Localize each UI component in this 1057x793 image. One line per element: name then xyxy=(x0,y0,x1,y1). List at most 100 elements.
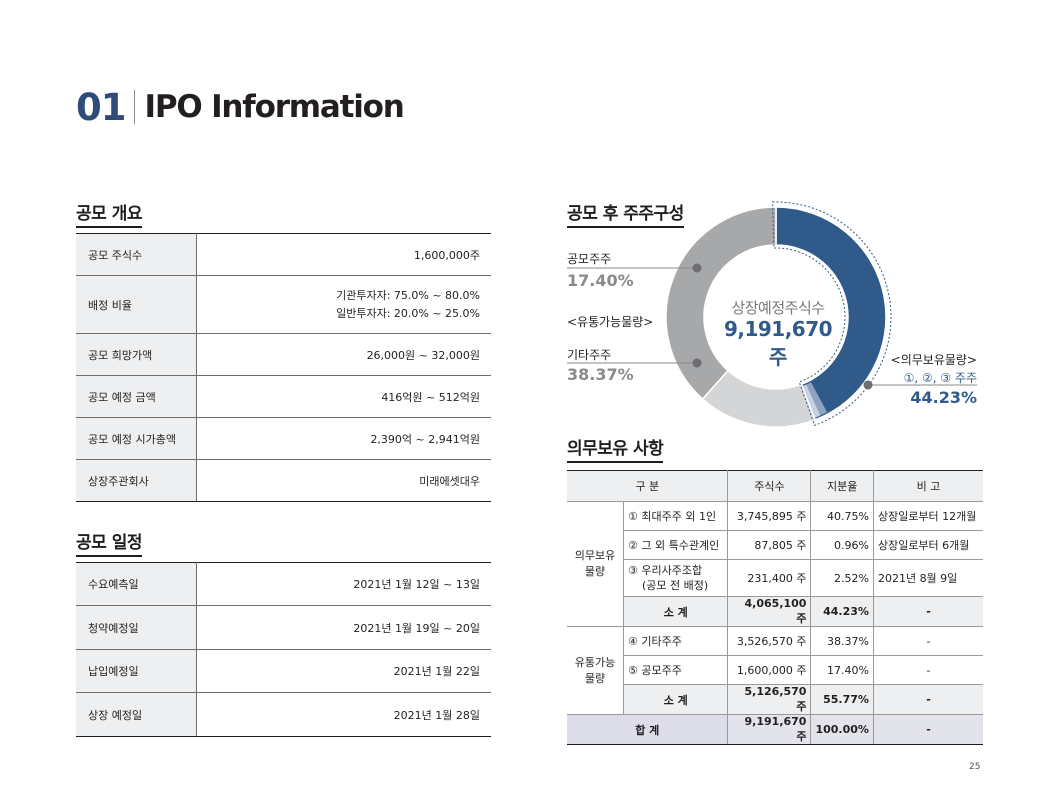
section-number: 01 xyxy=(76,85,126,129)
name-line: ③ 우리사주조합 xyxy=(628,564,703,577)
row-value: 2021년 1월 12일 ~ 13일 xyxy=(196,562,491,606)
row-name: ④ 기타주주 xyxy=(622,626,729,656)
group-line: 물량 xyxy=(584,565,606,578)
row-shares: 1,600,000 주 xyxy=(727,655,812,685)
table-row: 상장 예정일 2021년 1월 28일 xyxy=(76,692,491,737)
title-divider xyxy=(133,90,135,124)
lockup-title: 의무보유 사항 xyxy=(567,438,664,463)
value-line: 일반투자자: 20.0% ~ 25.0% xyxy=(336,306,480,320)
row-name: 소 계 xyxy=(623,684,729,715)
table-row: ② 그 외 특수관계인 87,805 주 0.96% 상장일로부터 6개월 xyxy=(567,530,983,560)
table-row: 유통가능 물량 ④ 기타주주 3,526,570 주 38.37% - xyxy=(567,626,983,715)
row-pct: 44.23% xyxy=(810,596,874,627)
table-row: 공모 희망가액 26,000원 ~ 32,000원 xyxy=(76,333,491,376)
row-label: 납입예정일 xyxy=(76,649,197,693)
table-row: 납입예정일 2021년 1월 22일 xyxy=(76,649,491,693)
page-title: IPO Information xyxy=(144,89,405,125)
row-shares: 231,400 주 xyxy=(727,559,812,597)
name-line: (공모 전 배정) xyxy=(642,579,709,592)
header-shares: 주식수 xyxy=(727,470,812,502)
table-row: 청약예정일 2021년 1월 19일 ~ 20일 xyxy=(76,605,491,650)
row-shares: 87,805 주 xyxy=(727,530,812,560)
table-row: 배정 비율 기관투자자: 75.0% ~ 80.0% 일반투자자: 20.0% … xyxy=(76,275,491,334)
row-label: 상장주관회사 xyxy=(76,459,197,502)
schedule-table: 수요예측일 2021년 1월 12일 ~ 13일 청약예정일 2021년 1월 … xyxy=(76,562,491,737)
group-cell-lockup: 의무보유 물량 xyxy=(567,501,624,627)
row-note: - xyxy=(872,596,983,627)
table-row: ③ 우리사주조합 (공모 전 배정) 231,400 주 2.52% 2021년… xyxy=(567,559,983,597)
table-row: 의무보유 물량 ① 최대주주 외 1인 3,745,895 주 40.75% 상… xyxy=(567,501,983,627)
lock-pct: 44.23% xyxy=(910,388,977,407)
row-value: 1,600,000주 xyxy=(196,233,491,276)
row-pct: 40.75% xyxy=(810,501,874,531)
row-value: 미래에셋대우 xyxy=(196,459,491,502)
subtotal-row: 소 계 4,065,100 주 44.23% - xyxy=(567,596,983,627)
row-pct: 17.40% xyxy=(810,655,874,685)
subtotal-row: 소 계 5,126,570 주 55.77% - xyxy=(567,684,983,715)
row-label: 공모 주식수 xyxy=(76,233,197,276)
overview-title: 공모 개요 xyxy=(76,203,142,228)
group-line: 의무보유 xyxy=(574,549,616,562)
other-pct: 38.37% xyxy=(567,365,634,384)
donut-slice-other xyxy=(665,206,777,400)
group-line: 유통가능 xyxy=(574,655,616,669)
center-value: 9,191,670 주 xyxy=(723,317,833,369)
row-label: 공모 예정 시가총액 xyxy=(76,417,197,460)
row-pct: 100.00% xyxy=(810,714,874,745)
table-row: 상장주관회사 미래에셋대우 xyxy=(76,459,491,502)
row-label: 수요예측일 xyxy=(76,562,197,606)
total-row: 합 계 9,191,670 주 100.00% - xyxy=(567,714,983,745)
lock-name: ①, ②, ③ 주주 xyxy=(903,371,977,385)
row-name: ③ 우리사주조합 (공모 전 배정) xyxy=(623,559,729,597)
row-label: 상장 예정일 xyxy=(76,692,197,737)
row-note: - xyxy=(872,626,983,656)
header-category: 구 분 xyxy=(567,470,729,502)
chart-title: 공모 후 주주구성 xyxy=(567,203,684,228)
row-shares: 3,745,895 주 xyxy=(727,501,812,531)
row-pct: 2.52% xyxy=(810,559,874,597)
row-note: 상장일로부터 12개월 xyxy=(872,501,983,531)
row-value: 2021년 1월 28일 xyxy=(196,692,491,737)
row-label: 청약예정일 xyxy=(76,605,197,650)
header-pct: 지분율 xyxy=(810,470,874,502)
row-value: 기관투자자: 75.0% ~ 80.0% 일반투자자: 20.0% ~ 25.0… xyxy=(196,275,491,334)
row-shares: 4,065,100 주 xyxy=(727,596,812,627)
row-value: 26,000원 ~ 32,000원 xyxy=(196,333,491,376)
row-name: 소 계 xyxy=(623,596,729,627)
row-pct: 38.37% xyxy=(810,626,874,656)
row-value: 2021년 1월 22일 xyxy=(196,649,491,693)
group-line: 물량 xyxy=(584,671,606,685)
public-pct: 17.40% xyxy=(567,271,634,290)
row-label: 배정 비율 xyxy=(76,275,197,334)
table-row: 공모 주식수 1,600,000주 xyxy=(76,233,491,276)
value-line: 기관투자자: 75.0% ~ 80.0% xyxy=(336,288,480,302)
row-shares: 5,126,570 주 xyxy=(727,684,812,715)
table-row: 공모 예정 시가총액 2,390억 ~ 2,941억원 xyxy=(76,417,491,460)
row-value: 416억원 ~ 512억원 xyxy=(196,375,491,418)
row-pct: 0.96% xyxy=(810,530,874,560)
public-label: 공모주주 xyxy=(567,252,612,266)
lock-group-label: <의무보유물량> xyxy=(890,353,977,367)
table-row: ⑤ 공모주주 1,600,000 주 17.40% - xyxy=(567,655,983,685)
row-value: 2021년 1월 19일 ~ 20일 xyxy=(196,605,491,650)
row-note: - xyxy=(872,655,983,685)
row-shares: 9,191,670 주 xyxy=(727,714,812,745)
row-name: 합 계 xyxy=(567,714,729,745)
table-row: 공모 예정 금액 416억원 ~ 512억원 xyxy=(76,375,491,418)
row-label: 공모 희망가액 xyxy=(76,333,197,376)
row-pct: 55.77% xyxy=(810,684,874,715)
table-row: 수요예측일 2021년 1월 12일 ~ 13일 xyxy=(76,562,491,606)
row-note: 2021년 8월 9일 xyxy=(872,559,983,597)
row-value: 2,390억 ~ 2,941억원 xyxy=(196,417,491,460)
page-number: 25 xyxy=(969,762,981,772)
lockup-table: 구 분 주식수 지분율 비 고 의무보유 물량 ① 최대주주 외 1인 3,74… xyxy=(567,470,983,745)
table-header-row: 구 분 주식수 지분율 비 고 xyxy=(567,470,983,502)
page-header: 01 IPO Information xyxy=(76,84,405,130)
row-shares: 3,526,570 주 xyxy=(727,626,812,656)
header-note: 비 고 xyxy=(872,470,983,502)
row-name: ⑤ 공모주주 xyxy=(623,655,729,685)
row-name: ② 그 외 특수관계인 xyxy=(623,530,729,560)
row-name: ① 최대주주 외 1인 xyxy=(622,501,729,531)
schedule-title: 공모 일정 xyxy=(76,532,142,557)
row-label: 공모 예정 금액 xyxy=(76,375,197,418)
